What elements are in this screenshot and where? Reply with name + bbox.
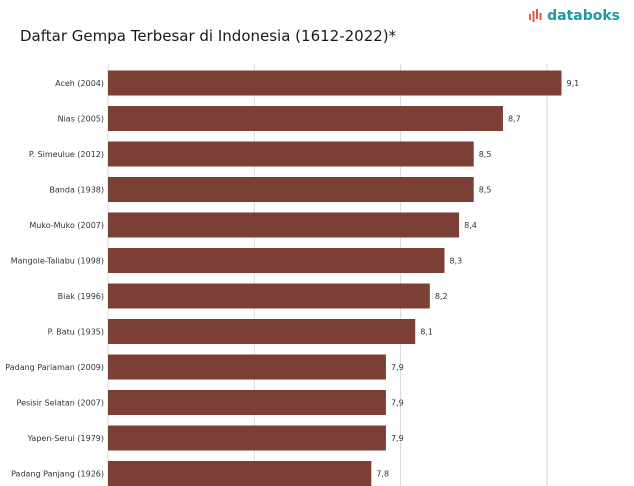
- bar[interactable]: [108, 354, 386, 380]
- bar[interactable]: [108, 248, 445, 273]
- brand-name: databoks: [547, 8, 620, 24]
- category-label: Mangole-Taliabu (1998): [11, 257, 104, 266]
- category-label: Yapen-Serui (1979): [27, 434, 104, 443]
- data-label: 9,1: [566, 79, 579, 88]
- bar[interactable]: [108, 70, 562, 96]
- bar[interactable]: [108, 106, 503, 131]
- bar[interactable]: [108, 212, 460, 238]
- category-label: Nias (2005): [58, 115, 104, 124]
- data-label: 8,7: [508, 115, 521, 124]
- data-label: 8,5: [479, 150, 492, 159]
- data-label: 8,5: [479, 186, 492, 195]
- bar[interactable]: [108, 141, 474, 167]
- category-label: P. Batu (1935): [48, 328, 104, 337]
- category-label: Banda (1938): [49, 186, 104, 195]
- data-label: 7,9: [391, 399, 404, 408]
- bar[interactable]: [108, 390, 386, 415]
- bar[interactable]: [108, 283, 430, 309]
- category-label: P. Simeulue (2012): [29, 150, 104, 159]
- data-label: 7,8: [376, 470, 389, 479]
- grid-lines: [107, 64, 548, 486]
- data-label: 8,1: [420, 328, 433, 337]
- category-label: Pesisir Selatan (2007): [17, 399, 104, 408]
- bars: [108, 70, 562, 486]
- bar[interactable]: [108, 319, 416, 344]
- category-label: Padang Pariaman (2009): [5, 363, 104, 372]
- data-label: 7,9: [391, 363, 404, 372]
- category-label: Aceh (2004): [55, 79, 104, 88]
- brand-logo[interactable]: databoks: [528, 8, 620, 24]
- category-label: Muko-Muko (2007): [29, 221, 104, 230]
- bar[interactable]: [108, 425, 386, 451]
- category-label: Biak (1996): [58, 292, 104, 301]
- bar[interactable]: [108, 461, 372, 486]
- databoks-logo-icon: [529, 9, 542, 22]
- data-label: 7,9: [391, 434, 404, 443]
- data-label: 8,4: [464, 221, 477, 230]
- category-label: Padang Panjang (1926): [11, 470, 104, 479]
- data-label: 8,2: [435, 292, 448, 301]
- chart-title: Daftar Gempa Terbesar di Indonesia (1612…: [20, 27, 397, 45]
- labels: Aceh (2004) 9,1 Nias (2005) 8,7 P. Simeulue …: [5, 79, 579, 479]
- bar[interactable]: [108, 177, 474, 202]
- data-label: 8,3: [449, 257, 462, 266]
